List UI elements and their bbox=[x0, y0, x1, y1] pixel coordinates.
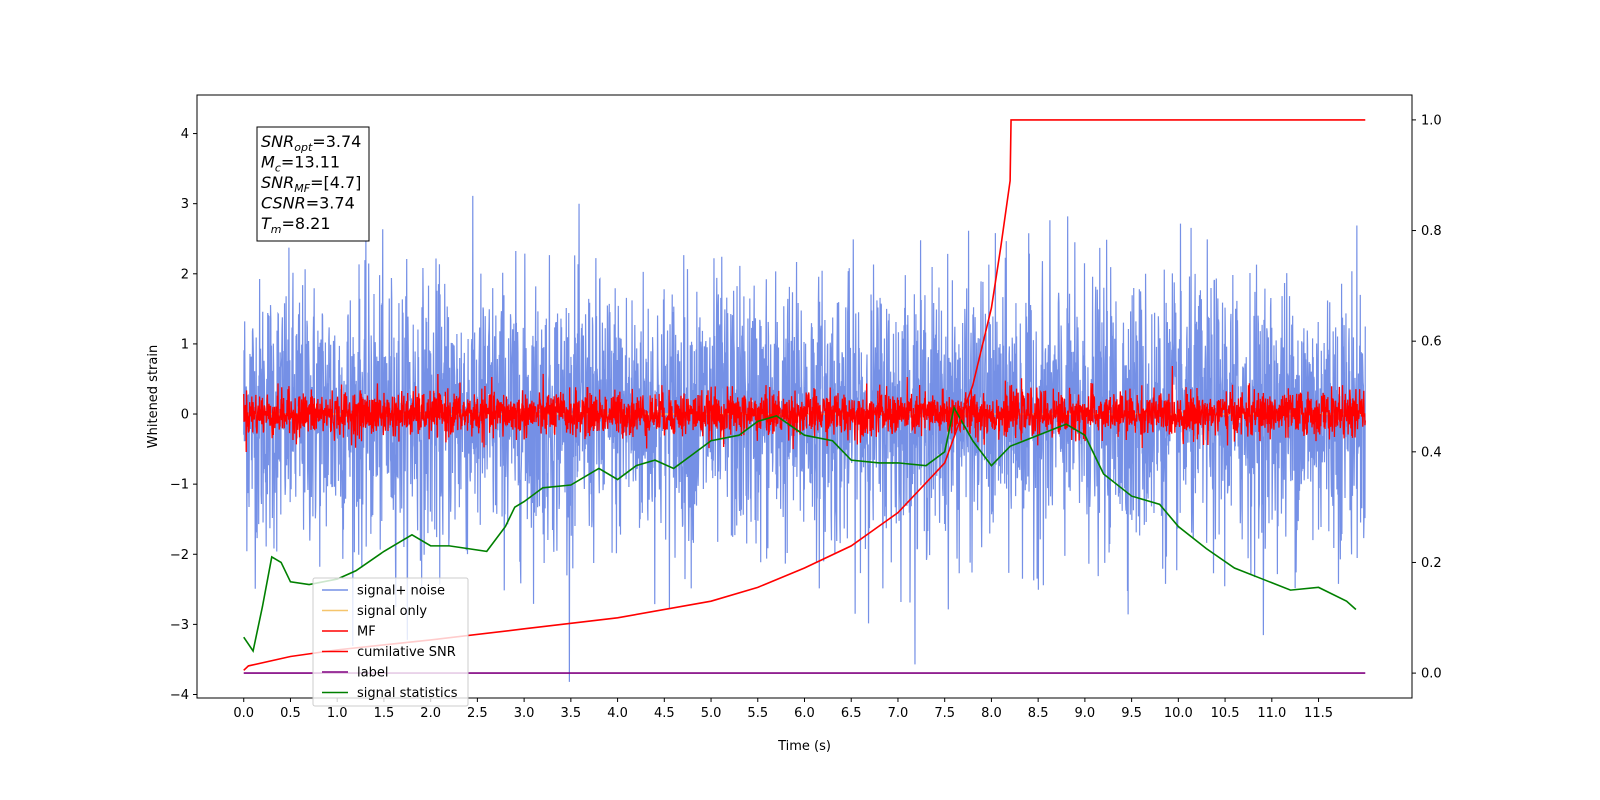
x-tick-label: 1.5 bbox=[374, 706, 395, 721]
y2-tick-label: 0.8 bbox=[1421, 224, 1442, 239]
y2-tick-label: 0.2 bbox=[1421, 556, 1442, 571]
stats-annotation-box: SNRopt=3.74Mc=13.11SNRMF=[4.7]CSNR=3.74T… bbox=[256, 126, 370, 242]
x-tick-label: 8.5 bbox=[1028, 706, 1049, 721]
x-axis-label: Time (s) bbox=[777, 739, 831, 754]
legend-label: signal only bbox=[357, 604, 427, 619]
stats-line: SNRopt=3.74 bbox=[261, 132, 361, 154]
x-tick-label: 11.5 bbox=[1304, 706, 1333, 721]
y2-tick-label: 0.0 bbox=[1421, 667, 1442, 682]
x-tick-label: 2.0 bbox=[420, 706, 441, 721]
y-tick-label: −4 bbox=[170, 688, 189, 703]
x-tick-label: 7.0 bbox=[888, 706, 909, 721]
y-axis-right: 1.0 0.8 0.6 0.4 0.2 0.0 bbox=[1412, 113, 1442, 682]
x-tick-label: 0.0 bbox=[233, 706, 254, 721]
x-tick-label: 6.0 bbox=[794, 706, 815, 721]
series-signal-noise bbox=[243, 195, 1366, 682]
x-tick-label: 1.0 bbox=[327, 706, 348, 721]
series-signal-statistics bbox=[243, 405, 1357, 653]
legend-label: cumilative SNR bbox=[357, 645, 456, 660]
y-tick-label: −2 bbox=[170, 548, 189, 563]
legend-label: label bbox=[357, 666, 388, 681]
x-tick-label: 2.5 bbox=[467, 706, 488, 721]
stats-line: Tm=8.21 bbox=[261, 214, 331, 236]
x-tick-label: 5.5 bbox=[747, 706, 768, 721]
x-tick-label: 7.5 bbox=[934, 706, 955, 721]
x-tick-label: 4.0 bbox=[607, 706, 628, 721]
y-axis-label: Whitened strain bbox=[146, 345, 161, 448]
legend-frame bbox=[312, 577, 469, 707]
y-axis-left: 4 3 2 1 0 −1 −2 −3 −4 bbox=[170, 127, 197, 703]
legend-label: MF bbox=[357, 625, 376, 640]
y-tick-label: 4 bbox=[181, 127, 189, 142]
x-tick-label: 11.0 bbox=[1257, 706, 1286, 721]
x-tick-label: 9.0 bbox=[1075, 706, 1096, 721]
y-tick-label: −1 bbox=[170, 478, 189, 493]
stats-line: Mc=13.11 bbox=[261, 153, 340, 175]
x-tick-label: 5.0 bbox=[701, 706, 722, 721]
y-tick-label: −3 bbox=[170, 618, 189, 633]
y2-tick-label: 0.6 bbox=[1421, 335, 1442, 350]
x-tick-label: 8.0 bbox=[981, 706, 1002, 721]
y-tick-label: 2 bbox=[181, 267, 189, 282]
legend-label: signal statistics bbox=[357, 686, 458, 701]
y-tick-label: 3 bbox=[181, 197, 189, 212]
x-axis: 0.0 0.5 1.0 1.5 2.0 2.5 3.0 3.5 4.0 4.5 5.0 5.5 6.0 6… bbox=[233, 698, 1333, 721]
y2-tick-label: 1.0 bbox=[1421, 113, 1442, 128]
x-tick-label: 3.5 bbox=[561, 706, 582, 721]
x-tick-label: 6.5 bbox=[841, 706, 862, 721]
x-tick-label: 10.0 bbox=[1164, 706, 1193, 721]
y2-tick-label: 0.4 bbox=[1421, 445, 1442, 460]
stats-line: SNRMF=[4.7] bbox=[261, 173, 361, 195]
x-tick-label: 0.5 bbox=[280, 706, 301, 721]
x-tick-label: 4.5 bbox=[654, 706, 675, 721]
y-tick-label: 1 bbox=[181, 337, 189, 352]
x-tick-label: 3.0 bbox=[514, 706, 535, 721]
y-tick-label: 0 bbox=[181, 408, 189, 423]
x-tick-label: 9.5 bbox=[1121, 706, 1142, 721]
legend: signal+ noise signal only MF cumilative SNR… bbox=[312, 577, 469, 707]
stats-box-frame bbox=[256, 126, 370, 242]
series-mf bbox=[243, 365, 1366, 452]
legend-label: signal+ noise bbox=[357, 584, 445, 599]
stats-line: CSNR=3.74 bbox=[261, 194, 355, 213]
x-tick-label: 10.5 bbox=[1211, 706, 1240, 721]
